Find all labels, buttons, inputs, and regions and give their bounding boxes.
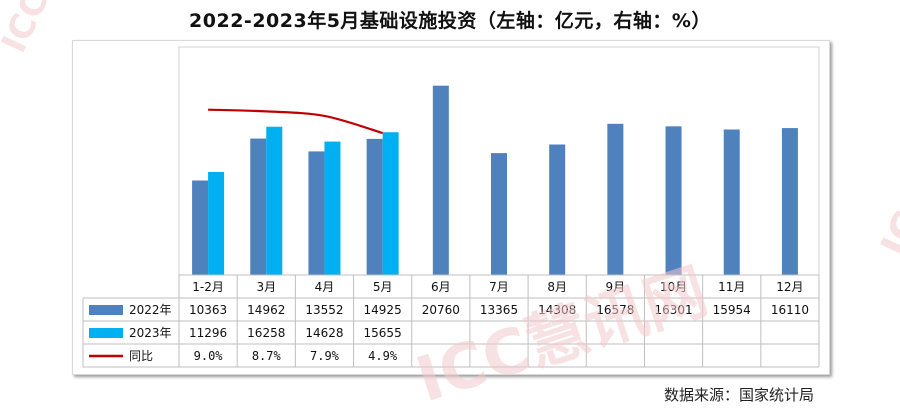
legend-key-2023年 (89, 328, 123, 338)
bar-2022 (607, 123, 624, 275)
category-label: 1-2月 (192, 280, 224, 294)
bar-2022 (308, 151, 325, 275)
bar-2022 (781, 128, 798, 275)
category-label: 7月 (489, 280, 509, 294)
data-label: 14308 (538, 303, 576, 317)
source-note: 数据来源：国家统计局 (663, 386, 814, 404)
bar-2022 (491, 153, 507, 275)
data-label: 15954 (713, 303, 751, 317)
data-label: 13552 (305, 303, 343, 317)
chart-title: 2022-2023年5月基础设施投资（左轴：亿元，右轴：%） (189, 10, 711, 32)
data-label: 9.0% (194, 349, 224, 363)
category-label: 10月 (660, 280, 687, 294)
data-label: 14925 (364, 303, 402, 317)
data-label: 4.9% (368, 349, 398, 363)
data-label: 16301 (654, 303, 692, 317)
category-label: 8月 (547, 280, 567, 294)
legend-key-2022年 (89, 305, 123, 315)
legend-label: 同比 (129, 349, 153, 363)
bar-2022 (549, 144, 566, 275)
category-label: 11月 (718, 280, 745, 294)
bar-2023 (208, 171, 225, 275)
data-label: 16110 (771, 303, 809, 317)
category-label: 6月 (431, 280, 451, 294)
category-label: 12月 (776, 280, 803, 294)
bar-2022 (723, 129, 740, 275)
bar-2023 (266, 126, 283, 275)
chart-svg: 1-2月 3月 4月 5月 6月 7月 8月 9月 10月 11月 12月 2022年 10363 149… (82, 46, 820, 368)
legend-label: 2022年 (129, 303, 172, 317)
category-label: 3月 (256, 280, 276, 294)
category-label: 5月 (373, 280, 393, 294)
category-label: 4月 (315, 280, 335, 294)
bar-2022 (432, 85, 449, 276)
yoy-line (208, 108, 383, 135)
watermark-logo-right: ICC (872, 177, 900, 265)
data-label: 14628 (305, 326, 343, 340)
data-label: 20760 (422, 303, 460, 317)
bar-2022 (366, 138, 383, 275)
data-label: 14962 (247, 303, 285, 317)
data-label: 8.7% (252, 349, 282, 363)
bar-2022 (250, 138, 267, 275)
data-label: 15655 (364, 326, 402, 340)
data-label: 11296 (189, 326, 227, 340)
data-label: 7.9% (310, 349, 340, 363)
data-label: 16578 (596, 303, 634, 317)
bar-2022 (665, 126, 682, 276)
data-label: 10363 (189, 303, 227, 317)
bar-2022 (192, 180, 209, 275)
data-label: 13365 (480, 303, 518, 317)
bar-2023 (382, 132, 399, 275)
category-label: 9月 (606, 280, 626, 294)
legend-label: 2023年 (129, 326, 172, 340)
data-label: 16258 (247, 326, 285, 340)
bar-2023 (324, 141, 341, 275)
chart-frame: 1-2月 3月 4月 5月 6月 7月 8月 9月 10月 11月 12月 2022年 10363 149… (72, 40, 830, 375)
